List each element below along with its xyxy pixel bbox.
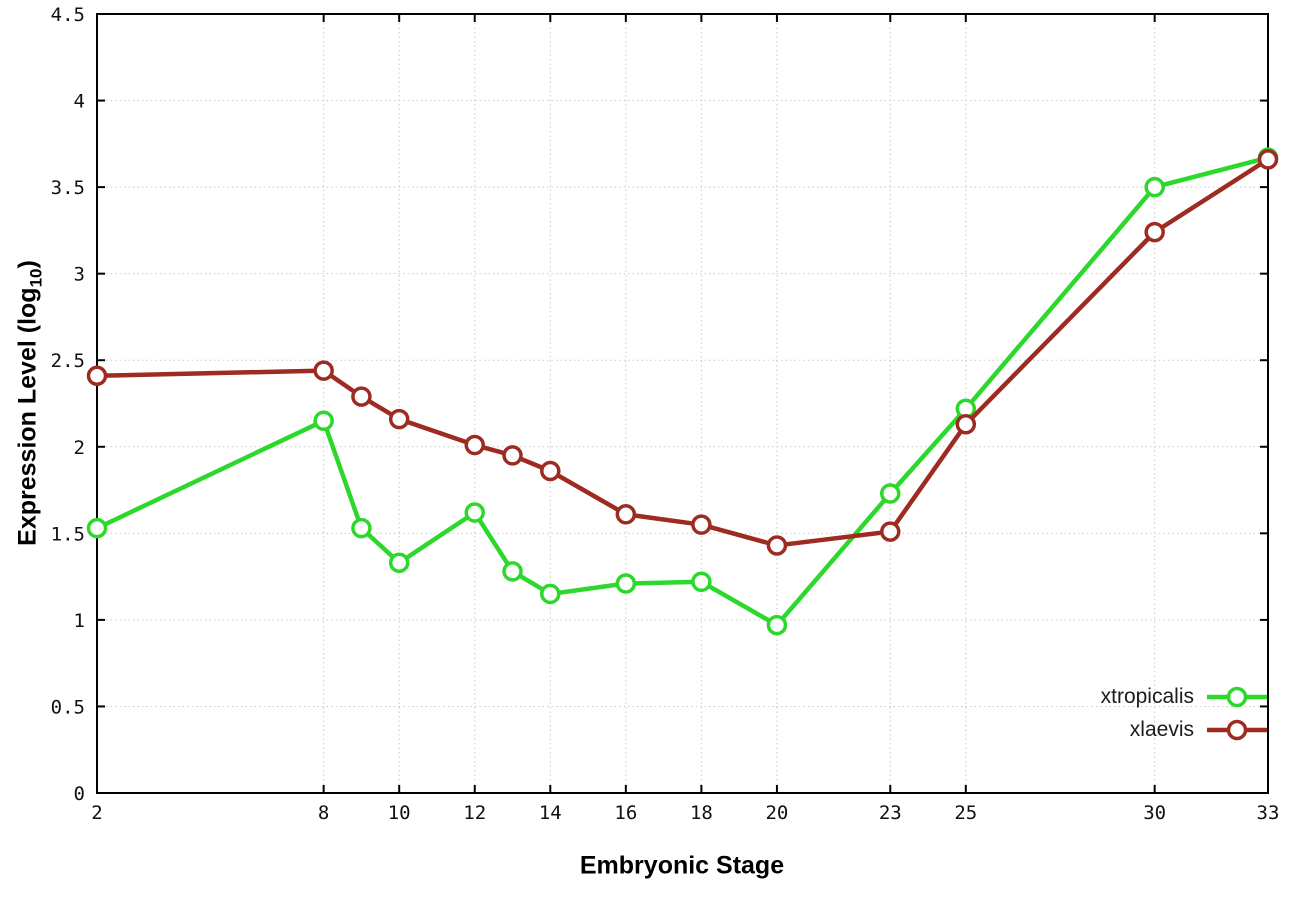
y-axis-label-close: ) <box>13 260 42 269</box>
y-tick-label: 2.5 <box>51 350 85 372</box>
x-tick-label: 33 <box>1257 802 1280 824</box>
y-tick-label: 3 <box>74 264 85 286</box>
marker-xtropicalis <box>615 573 637 594</box>
marker-xtropicalis <box>1144 176 1165 198</box>
x-tick-label: 23 <box>879 802 902 824</box>
x-tick-label: 10 <box>388 802 411 824</box>
marker-xlaevis <box>388 408 410 430</box>
x-tick-label: 18 <box>690 802 713 824</box>
legend-entry-xlaevis: xlaevis <box>1101 717 1270 743</box>
x-tick-label: 12 <box>463 802 486 824</box>
marker-xlaevis <box>955 414 977 435</box>
marker-xtropicalis <box>691 571 712 593</box>
y-tick-label: 2 <box>74 437 85 459</box>
marker-xlaevis <box>766 535 788 556</box>
y-tick-label: 3.5 <box>51 177 85 199</box>
legend-sample-xlaevis-icon <box>1207 719 1267 741</box>
marker-xlaevis <box>1257 149 1279 170</box>
marker-xlaevis <box>615 504 637 525</box>
marker-xtropicalis <box>313 410 334 432</box>
marker-xlaevis <box>313 360 334 381</box>
x-tick-label: 30 <box>1143 802 1166 824</box>
y-tick-label: 0 <box>74 783 85 805</box>
marker-xlaevis <box>540 460 561 482</box>
x-tick-label: 16 <box>614 802 637 824</box>
marker-xtropicalis <box>502 561 523 582</box>
series-line-xlaevis <box>94 157 1271 548</box>
y-tick-label: 4 <box>74 91 85 113</box>
marker-xlaevis <box>691 514 712 535</box>
marker-xtropicalis <box>388 552 410 574</box>
y-tick-label: 1.5 <box>51 523 85 545</box>
marker-xlaevis <box>464 434 485 456</box>
marker-xlaevis <box>86 365 108 387</box>
legend-label-xtropicalis: xtropicalis <box>1100 685 1194 708</box>
marker-xlaevis <box>1144 221 1165 243</box>
y-axis-label-subscript: 10 <box>26 268 46 288</box>
marker-xtropicalis <box>880 483 901 504</box>
legend-sample-xtropicalis-icon <box>1207 686 1267 708</box>
y-tick-label: 0.5 <box>51 696 85 718</box>
x-tick-label: 2 <box>91 802 102 824</box>
marker-xtropicalis <box>351 517 372 539</box>
legend: xtropicalis xlaevis <box>1101 684 1270 743</box>
y-axis-label-text: Expression Level (log <box>13 287 42 546</box>
y-tick-label: 1 <box>74 610 85 632</box>
x-tick-label: 8 <box>318 802 329 824</box>
y-tick-label: 4.5 <box>51 4 85 26</box>
x-tick-label: 25 <box>954 802 977 824</box>
marker-xlaevis <box>880 521 901 542</box>
x-tick-label: 20 <box>765 802 788 824</box>
x-axis-label: Embryonic Stage <box>579 851 785 880</box>
marker-xlaevis <box>502 445 523 466</box>
marker-xtropicalis <box>86 517 108 539</box>
marker-xtropicalis <box>766 614 788 636</box>
y-axis-label: Expression Level (log10) <box>14 260 47 546</box>
x-tick-label: 14 <box>539 802 562 824</box>
marker-xlaevis <box>351 386 372 407</box>
marker-xtropicalis <box>540 583 561 605</box>
marker-xtropicalis <box>464 502 485 523</box>
legend-entry-xtropicalis: xtropicalis <box>1101 684 1270 710</box>
legend-label-xlaevis: xlaevis <box>1129 718 1194 741</box>
series-line-xtropicalis <box>94 155 1271 628</box>
plot-border <box>96 13 1269 794</box>
